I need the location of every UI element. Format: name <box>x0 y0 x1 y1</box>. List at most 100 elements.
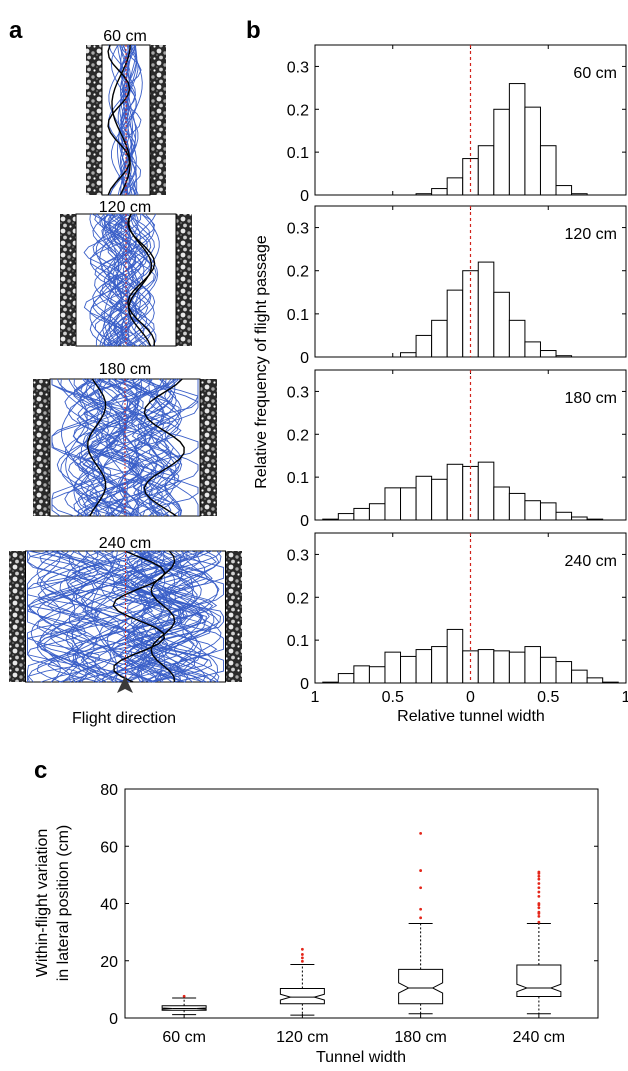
flight-track <box>120 44 137 196</box>
flight-track <box>100 213 138 347</box>
histogram-bar <box>477 461 495 521</box>
y-tick-label: 0.3 <box>287 384 309 401</box>
flight-track <box>27 550 104 682</box>
flight-track <box>81 550 131 683</box>
histogram-bar <box>555 511 573 521</box>
flight-track-highlighted <box>112 550 166 683</box>
flight-track <box>120 378 182 517</box>
flight-track <box>133 378 165 517</box>
y-tick-label: 0.1 <box>287 307 309 324</box>
x-tick-label: 240 cm <box>513 1029 565 1046</box>
histogram-series-label: 180 cm <box>565 390 617 407</box>
tunnel-diagram-240 <box>9 550 242 683</box>
flight-track <box>125 213 156 347</box>
histogram-bar <box>431 188 448 196</box>
flight-track <box>51 379 105 517</box>
y-tick-label: 0 <box>300 188 309 205</box>
histogram-120cm: 0 0.1 0.2 0.3 120 cm <box>287 205 627 367</box>
histogram-bar <box>477 649 495 684</box>
histogram-bar <box>602 681 619 684</box>
histogram-bar <box>431 646 448 684</box>
tunnel-diagram-120 <box>60 213 192 347</box>
flight-track <box>145 550 189 683</box>
flight-track <box>43 550 99 683</box>
tunnel-wall-right <box>200 379 217 516</box>
flight-track <box>80 378 146 517</box>
flight-track <box>94 213 130 347</box>
histogram-bar <box>446 289 464 358</box>
flight-track <box>27 550 93 683</box>
outlier-point <box>300 953 304 956</box>
histogram-bar <box>508 651 526 684</box>
histogram-bar <box>446 177 464 196</box>
boxplot-y-axis-label-line-1: Within-flight variation <box>34 829 51 978</box>
flight-track <box>89 213 123 347</box>
x-tick-label: 120 cm <box>276 1029 328 1046</box>
tunnel-label-180: 180 cm <box>99 361 151 378</box>
histogram-bar <box>524 341 541 358</box>
flight-track <box>77 378 104 517</box>
flight-track <box>108 213 134 347</box>
flight-track <box>65 378 88 517</box>
histogram-bar <box>400 487 417 521</box>
flight-track <box>76 378 120 517</box>
flight-track <box>105 378 175 517</box>
histogram-bar <box>415 475 433 521</box>
panel-b: 0 0.1 0.2 0.3 60 cm 0 0.1 0.2 0.3 120 cm 0 0.1 0.2… <box>253 44 628 725</box>
flight-track <box>67 378 102 517</box>
histogram-bar <box>400 655 417 684</box>
panel-label-b: b <box>246 17 261 44</box>
flight-track <box>91 550 118 683</box>
histogram-bar <box>368 666 386 684</box>
tunnel-wall-left <box>60 214 76 346</box>
outlier-point <box>537 902 541 905</box>
flight-track <box>155 378 181 517</box>
y-tick-label: 0.1 <box>287 145 309 162</box>
y-tick-label: 0.2 <box>287 264 309 281</box>
flight-track <box>101 213 137 347</box>
histogram-series-label: 60 cm <box>573 65 617 82</box>
tunnel-wall-left <box>9 551 26 682</box>
outlier-point <box>182 994 186 998</box>
flight-track <box>140 550 166 683</box>
flight-track <box>103 213 119 347</box>
x-tick-label: 0 <box>466 689 475 706</box>
flight-track <box>119 44 137 196</box>
histogram-bar <box>508 83 526 196</box>
box-notched <box>161 1005 207 1011</box>
histogram-bar <box>415 334 433 358</box>
flight-track <box>117 378 140 517</box>
tunnel-wall-left <box>86 45 102 195</box>
histogram-bar <box>539 656 557 684</box>
outlier-point <box>419 907 423 911</box>
histogram-bar <box>524 646 541 684</box>
histogram-bar <box>384 487 402 521</box>
y-tick-label: 0.2 <box>287 590 309 607</box>
histogram-x-axis-label: Relative tunnel width <box>397 708 545 725</box>
flight-track <box>92 213 124 347</box>
histogram-bar <box>524 106 541 196</box>
flight-track <box>135 379 199 516</box>
flight-track <box>60 378 98 517</box>
histogram-bar <box>508 492 526 521</box>
flight-direction-arrow-icon <box>117 676 133 693</box>
flight-track <box>176 550 198 683</box>
flight-track <box>132 550 220 683</box>
flight-track <box>97 378 125 517</box>
histogram-bar <box>493 108 510 196</box>
histogram-60cm: 0 0.1 0.2 0.3 60 cm <box>287 44 627 205</box>
flight-track <box>125 550 163 683</box>
histogram-bar <box>477 261 495 358</box>
x-tick-label: 60 cm <box>162 1029 206 1046</box>
outlier-point <box>300 956 304 960</box>
flight-track <box>121 44 137 196</box>
histogram-bar <box>477 145 495 196</box>
histogram-bar <box>493 486 510 521</box>
y-tick-label: 40 <box>100 897 118 914</box>
x-tick-label: 0.5 <box>382 689 404 706</box>
histogram-bar <box>571 193 588 196</box>
flight-track <box>36 550 75 683</box>
flight-track <box>134 213 157 347</box>
boxplot-y-ticks: 0 20 40 60 80 <box>100 782 598 1028</box>
flight-track-highlighted <box>111 44 131 196</box>
